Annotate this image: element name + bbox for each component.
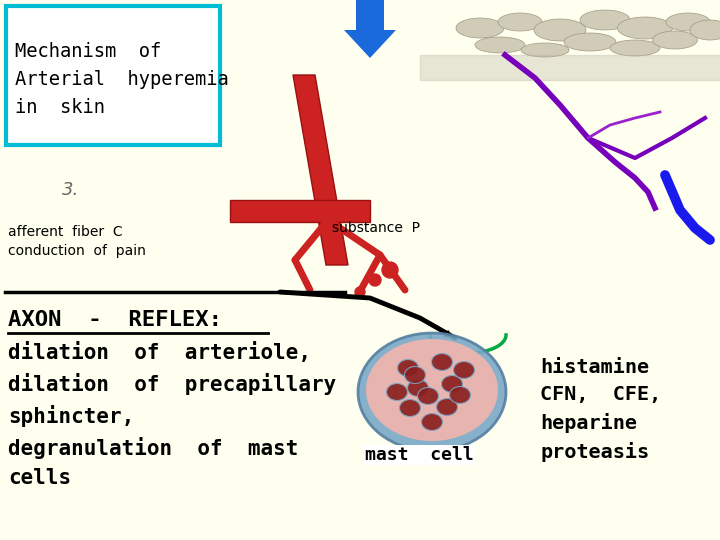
Polygon shape <box>230 200 370 222</box>
Ellipse shape <box>449 387 470 403</box>
Circle shape <box>369 274 381 286</box>
Ellipse shape <box>456 18 504 38</box>
Ellipse shape <box>436 399 457 415</box>
Ellipse shape <box>454 361 474 379</box>
Text: mast  cell: mast cell <box>365 446 474 464</box>
Ellipse shape <box>534 19 586 41</box>
Ellipse shape <box>580 10 630 30</box>
Ellipse shape <box>564 33 616 51</box>
Ellipse shape <box>652 31 698 49</box>
Ellipse shape <box>475 37 525 53</box>
Ellipse shape <box>666 13 710 31</box>
Ellipse shape <box>441 375 462 393</box>
Ellipse shape <box>387 383 408 401</box>
Ellipse shape <box>405 367 426 383</box>
Ellipse shape <box>408 380 428 396</box>
Ellipse shape <box>521 43 569 57</box>
Circle shape <box>355 287 365 297</box>
Text: dilation  of  arteriole,
dilation  of  precapillary
sphincter,
degranulation  of: dilation of arteriole, dilation of preca… <box>8 342 336 488</box>
Ellipse shape <box>618 17 672 39</box>
FancyBboxPatch shape <box>6 6 220 145</box>
Ellipse shape <box>690 20 720 40</box>
Ellipse shape <box>418 388 438 404</box>
Polygon shape <box>293 75 348 265</box>
Ellipse shape <box>421 414 443 430</box>
Circle shape <box>382 262 398 278</box>
Ellipse shape <box>431 354 452 370</box>
Ellipse shape <box>397 360 418 376</box>
Text: afferent  fiber  C
conduction  of  pain: afferent fiber C conduction of pain <box>8 225 146 258</box>
Ellipse shape <box>366 339 498 441</box>
Text: 3.: 3. <box>62 181 79 199</box>
Text: substance  P: substance P <box>332 221 420 235</box>
Ellipse shape <box>358 333 506 451</box>
Text: Mechanism  of
Arterial  hyperemia
in  skin: Mechanism of Arterial hyperemia in skin <box>15 42 229 117</box>
Ellipse shape <box>610 40 660 56</box>
Ellipse shape <box>400 400 420 416</box>
Text: AXON  -  REFLEX:: AXON - REFLEX: <box>8 310 222 330</box>
Text: histamine
CFN,  CFE,
heparine
proteasis: histamine CFN, CFE, heparine proteasis <box>540 358 661 462</box>
Ellipse shape <box>498 13 542 31</box>
FancyArrow shape <box>344 0 396 58</box>
